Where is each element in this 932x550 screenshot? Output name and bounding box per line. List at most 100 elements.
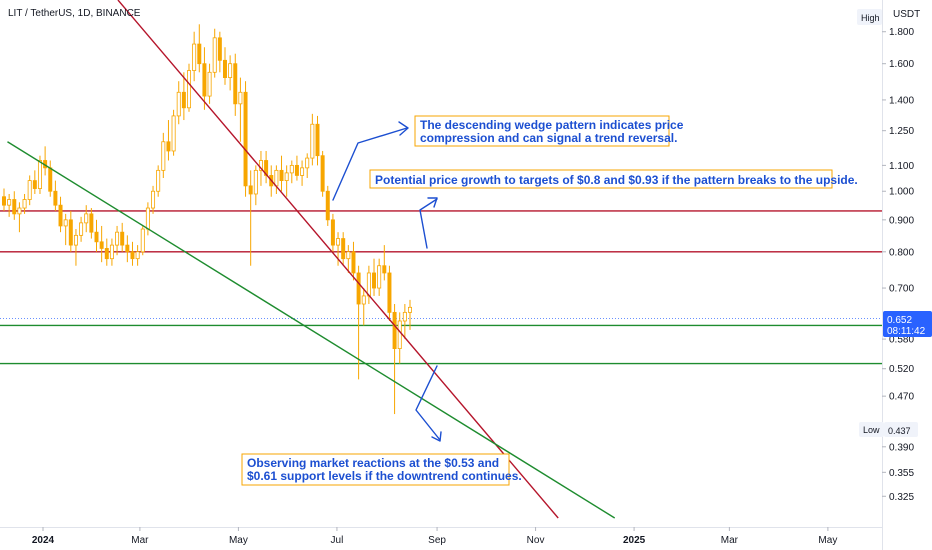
x-tick-label: 2025 xyxy=(623,535,646,546)
annotation-support[interactable]: Observing market reactions at the $0.53 … xyxy=(241,453,522,486)
annotation-growth-line1: Potential price growth to targets of $0.… xyxy=(375,173,858,187)
high-label-box xyxy=(857,9,882,25)
candle-body xyxy=(330,219,335,246)
low-label-box xyxy=(859,422,884,437)
candle-body xyxy=(284,172,289,182)
arrows xyxy=(332,121,442,442)
price-axis-panel[interactable] xyxy=(882,0,932,550)
candle-body xyxy=(151,190,156,209)
y-tick-label: 0.700 xyxy=(889,284,914,295)
y-tick-label: 1.250 xyxy=(889,126,914,137)
symbol-header: LIT / TetherUS, 1D, BINANCE xyxy=(8,8,141,19)
low-value: 0.437 xyxy=(888,426,911,436)
plot-area xyxy=(0,0,882,519)
x-tick-label: Nov xyxy=(527,535,545,546)
y-tick-label: 1.100 xyxy=(889,161,914,172)
price-tag[interactable] xyxy=(883,311,932,337)
x-axis-ticks: 2024 Mar May Jul Sep Nov 2025 Mar May xyxy=(32,527,837,546)
candle-body xyxy=(351,251,356,274)
candle-body xyxy=(274,169,279,187)
annotation-wedge-line1: The descending wedge pattern indicates p… xyxy=(420,118,684,132)
annotation-wedge-box xyxy=(414,115,670,147)
low-value-box xyxy=(884,422,918,437)
candle-body xyxy=(145,207,150,230)
candle-body xyxy=(53,190,58,206)
arrow-down-support-head xyxy=(431,431,442,442)
candle-body xyxy=(320,155,325,192)
y-tick-label: 0.325 xyxy=(889,492,914,503)
candle-body xyxy=(310,123,315,159)
arrow-up-target-head xyxy=(427,197,438,208)
candle-body xyxy=(187,70,192,109)
candle-body xyxy=(73,234,78,246)
candle-body xyxy=(89,213,94,233)
y-tick-label: 0.520 xyxy=(889,364,914,375)
candle-body xyxy=(392,311,397,350)
y-tick-label: 0.355 xyxy=(889,468,914,479)
candle-body xyxy=(181,91,186,109)
candle-body xyxy=(171,115,176,152)
arrow-down-support xyxy=(415,365,441,441)
annotation-growth-box xyxy=(369,169,833,189)
candle-body xyxy=(22,199,27,209)
candle-body xyxy=(243,91,248,187)
annotation-support-box xyxy=(241,453,510,486)
trendline-resistance xyxy=(117,0,559,519)
arrow-to-wedge-note xyxy=(332,127,408,201)
y-tick-label: 0.390 xyxy=(889,442,914,453)
y-tick-label: 0.470 xyxy=(889,392,914,403)
x-tick-label: May xyxy=(229,535,248,546)
x-tick-label: Mar xyxy=(131,535,149,546)
currency-label: USDT xyxy=(893,9,920,20)
candle-body xyxy=(346,251,351,260)
candle-body xyxy=(207,71,212,97)
candle-body xyxy=(58,204,63,227)
annotation-growth[interactable]: Potential price growth to targets of $0.… xyxy=(369,169,858,189)
candle-body xyxy=(336,238,341,246)
candle-body xyxy=(341,238,346,260)
candle-body xyxy=(402,311,407,322)
candle-body xyxy=(253,169,258,195)
low-label: Low xyxy=(863,425,880,435)
candles xyxy=(2,24,412,415)
annotation-wedge[interactable]: The descending wedge pattern indicates p… xyxy=(414,115,684,147)
candle-body xyxy=(217,37,222,61)
candle-body xyxy=(222,59,227,79)
candle-body xyxy=(397,320,402,350)
candle-body xyxy=(248,185,253,195)
candle-body xyxy=(94,231,99,243)
candle-body xyxy=(63,219,68,227)
annotation-support-line1: Observing market reactions at the $0.53 … xyxy=(247,456,499,470)
y-tick-label: 0.580 xyxy=(889,335,914,346)
candle-body xyxy=(176,91,181,117)
y-axis-ticks: 1.800 1.600 1.400 1.250 1.100 1.000 0.900 0.800… xyxy=(882,27,914,503)
candle-body xyxy=(32,180,37,189)
candle-body xyxy=(109,244,114,260)
candle-body xyxy=(79,222,84,236)
candle-body xyxy=(325,190,330,221)
candle-body xyxy=(202,63,207,97)
y-tick-label: 0.800 xyxy=(889,247,914,258)
candle-body xyxy=(192,43,197,71)
candle-body xyxy=(377,265,382,289)
candle-body xyxy=(366,272,371,297)
price-tag-countdown: 08:11:42 xyxy=(887,326,926,337)
horizontal-levels xyxy=(0,210,882,365)
candle-body xyxy=(228,63,233,79)
candle-body xyxy=(197,43,202,65)
candle-body xyxy=(120,231,125,246)
x-tick-label: 2024 xyxy=(32,535,55,546)
candle-body xyxy=(135,251,140,260)
candle-body xyxy=(84,213,89,224)
arrow-to-wedge-note-head xyxy=(398,121,409,136)
candle-body xyxy=(289,164,294,174)
price-tag-value: 0.652 xyxy=(887,315,912,326)
candle-body xyxy=(37,160,42,189)
candle-body xyxy=(356,272,361,305)
candle-body xyxy=(264,160,269,176)
candle-body xyxy=(305,157,310,169)
annotation-wedge-line2: compression and can signal a trend rever… xyxy=(420,131,677,145)
candle-body xyxy=(140,228,145,253)
high-label: High xyxy=(861,13,880,23)
